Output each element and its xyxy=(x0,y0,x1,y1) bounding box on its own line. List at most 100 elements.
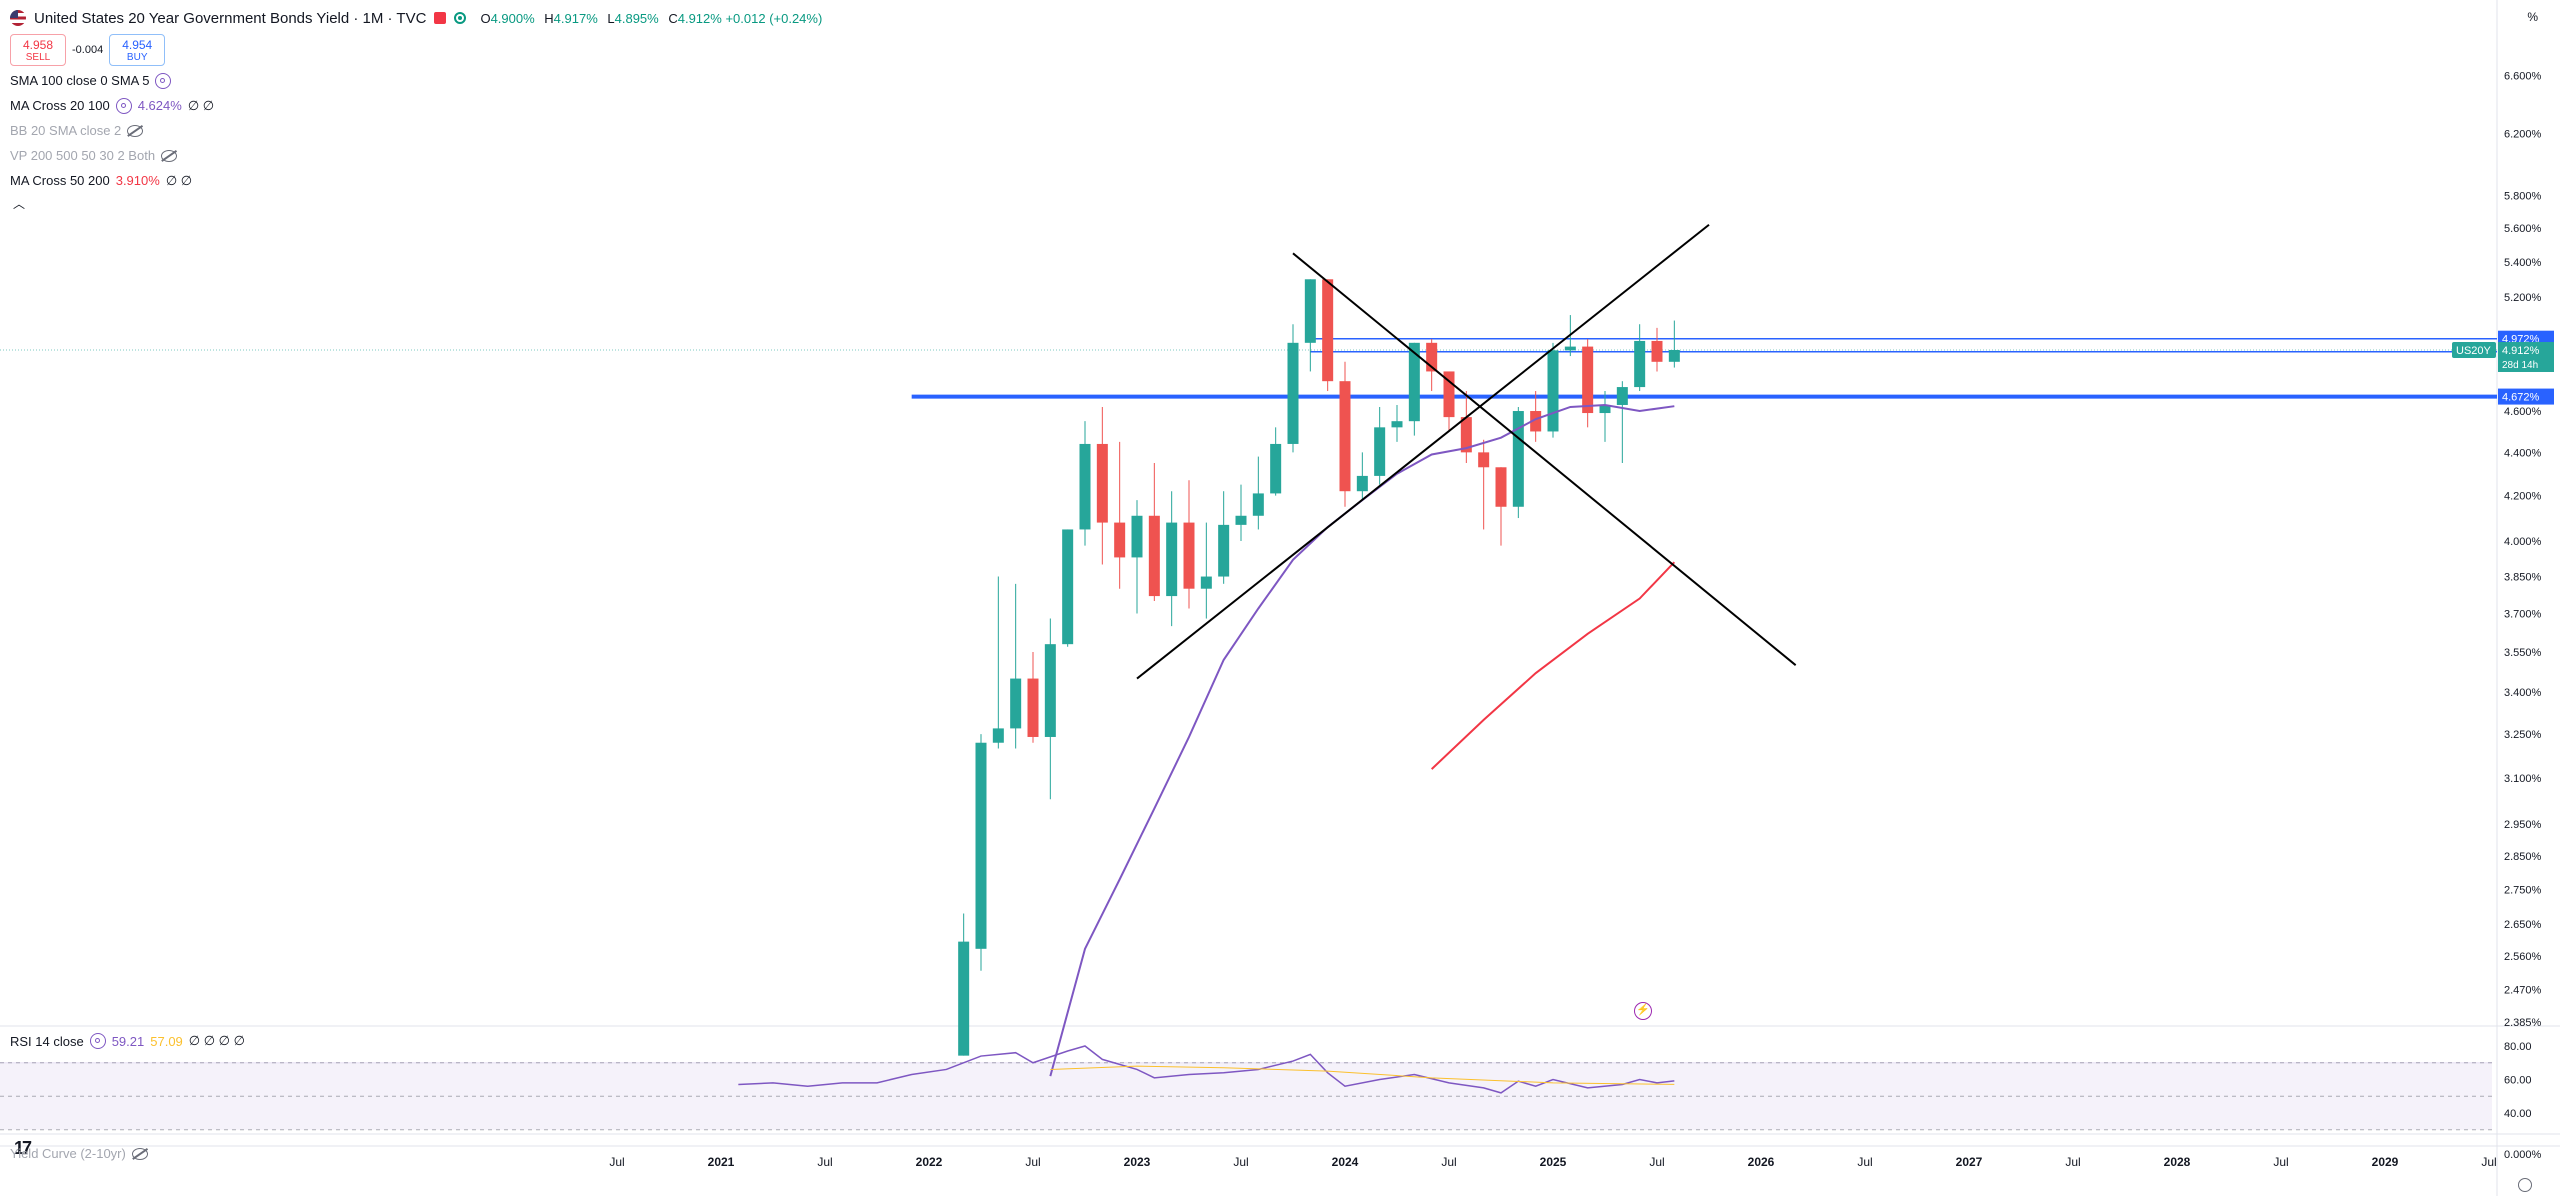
candle-body xyxy=(1668,349,1680,362)
indicator-row[interactable]: MA Cross 50 200 3.910% ∅ ∅ xyxy=(10,168,822,193)
indicator-label: MA Cross 50 200 xyxy=(10,173,110,188)
indicator-value: 4.624% xyxy=(137,98,182,113)
buy-price: 4.954 xyxy=(122,37,153,52)
market-status-icon[interactable] xyxy=(454,12,467,24)
eye-hidden-icon[interactable] xyxy=(127,124,144,137)
candle-body xyxy=(1460,417,1472,453)
candle-body xyxy=(992,728,1004,743)
symbol-title[interactable]: United States 20 Year Government Bonds Y… xyxy=(34,9,427,27)
symbol-tag xyxy=(2452,341,2496,358)
buy-button[interactable]: 4.954 BUY xyxy=(109,34,166,66)
indicator-label: MA Cross 20 100 xyxy=(10,98,110,113)
close-value: 4.912% xyxy=(677,10,722,26)
yield-curve-label[interactable]: Yield Curve (2-10yr) xyxy=(10,1146,126,1161)
last-price-label: 4.912% xyxy=(2502,345,2540,357)
settings-circle-icon[interactable] xyxy=(155,72,172,89)
x-tick-label: Jul xyxy=(817,1155,832,1169)
candle-body xyxy=(1512,411,1524,507)
gear-icon[interactable] xyxy=(2518,1178,2532,1192)
level-tag-label: 4.672% xyxy=(2502,392,2540,404)
y-tick-label: 2.385% xyxy=(2504,1017,2542,1029)
x-tick-label: 2024 xyxy=(1332,1155,1359,1169)
lightning-event-icon[interactable]: ⚡ xyxy=(1634,1002,1652,1020)
y-tick-label: 3.250% xyxy=(2504,729,2542,741)
rsi-legend: RSI 14 close 59.21 57.09 ∅ ∅ ∅ ∅ xyxy=(10,1033,245,1049)
y-tick-label: 4.200% xyxy=(2504,491,2542,503)
trend-line xyxy=(1136,223,1710,680)
ohlc-values: O4.900% H4.917% L4.895% C4.912% +0.012 (… xyxy=(474,11,822,26)
rsi-band xyxy=(0,1062,2492,1130)
candle-body xyxy=(1287,342,1299,444)
candle-body xyxy=(1443,371,1455,418)
rsi-pane xyxy=(0,1045,2492,1131)
candle-body xyxy=(1218,524,1230,577)
candle-body xyxy=(1079,443,1091,530)
candle-body xyxy=(1339,381,1351,492)
rsi-label[interactable]: RSI 14 close xyxy=(10,1033,84,1049)
y-tick-label: 4.400% xyxy=(2504,447,2542,459)
candle-body xyxy=(1183,522,1195,589)
x-tick-label: Jul xyxy=(1441,1155,1456,1169)
x-tick-label: 2021 xyxy=(708,1155,735,1169)
indicator-row[interactable]: SMA 100 close 0 SMA 5 xyxy=(10,68,822,93)
buy-label: BUY xyxy=(126,51,148,63)
y-tick-label: 4.000% xyxy=(2504,536,2542,548)
trend-lines[interactable] xyxy=(1136,223,1797,680)
y-tick-label: 3.400% xyxy=(2504,687,2542,699)
open-value: 4.900% xyxy=(490,10,535,26)
y-tick-label: 4.600% xyxy=(2504,406,2542,418)
candle-body xyxy=(1530,411,1542,432)
indicator-label: BB 20 SMA close 2 xyxy=(10,123,122,138)
candle-body xyxy=(958,941,970,1056)
candle-body xyxy=(1582,346,1594,414)
indicator-label: VP 200 500 50 30 2 Both xyxy=(10,148,156,163)
x-tick-label: Jul xyxy=(1233,1155,1248,1169)
eye-hidden-icon[interactable] xyxy=(131,1147,148,1160)
x-tick-label: Jul xyxy=(2065,1155,2080,1169)
candle-body xyxy=(1304,279,1316,343)
candles-layer xyxy=(958,279,1680,1056)
candle-body xyxy=(1564,346,1576,351)
y-tick-label: 2.850% xyxy=(2504,851,2542,863)
collapse-legend-button[interactable]: ︿ xyxy=(10,193,822,213)
candle-body xyxy=(1374,427,1386,476)
axis-layer: 6.600% 6.200% 5.800% 5.600% 5.400% 5.200% 4.60… xyxy=(609,70,2541,1169)
low-key: L xyxy=(607,10,615,26)
tradingview-logo[interactable]: 17 xyxy=(14,1138,32,1158)
moving-averages xyxy=(1049,403,1676,1077)
sell-button[interactable]: 4.958 SELL xyxy=(10,34,66,66)
chevron-up-icon: ︿ xyxy=(12,197,25,211)
change-value: +0.012 (+0.24%) xyxy=(725,10,823,26)
trade-buttons: 4.958 SELL -0.004 4.954 BUY xyxy=(10,34,822,66)
candle-body xyxy=(1322,279,1334,382)
indicator-row[interactable]: BB 20 SMA close 2 xyxy=(10,118,822,143)
y-tick-label: 5.200% xyxy=(2504,292,2542,304)
chart-legend: United States 20 Year Government Bonds Y… xyxy=(10,6,822,213)
indicator-extra: ∅ ∅ xyxy=(165,172,193,188)
x-tick-label: Jul xyxy=(1025,1155,1040,1169)
y-tick-label: 2.750% xyxy=(2504,884,2542,896)
yield-curve-legend: Yield Curve (2-10yr) xyxy=(10,1146,148,1161)
indicator-row[interactable]: VP 200 500 50 30 2 Both xyxy=(10,143,822,168)
rsi-line xyxy=(738,1045,1675,1094)
indicator-row[interactable]: MA Cross 20 100 4.624% ∅ ∅ xyxy=(10,93,822,118)
settings-circle-icon[interactable] xyxy=(89,1033,106,1049)
eye-hidden-icon[interactable] xyxy=(161,149,178,162)
unit-label[interactable]: % xyxy=(2527,10,2538,24)
settings-circle-icon[interactable] xyxy=(115,97,132,114)
x-tick-label: 2027 xyxy=(1956,1155,1983,1169)
candle-body xyxy=(1547,350,1559,432)
candle-body xyxy=(1651,340,1663,362)
candle-body xyxy=(1634,340,1646,388)
candle-body xyxy=(1166,522,1178,597)
x-tick-label: Jul xyxy=(609,1155,624,1169)
rsi-tick-label: 40.00 xyxy=(2504,1108,2532,1120)
level-tag xyxy=(2498,388,2554,405)
ma20-line xyxy=(1049,403,1675,1077)
high-value: 4.917% xyxy=(553,10,598,26)
flag-marker-icon[interactable] xyxy=(434,12,447,24)
us-flag-icon xyxy=(10,10,26,26)
y-tick-label: 2.650% xyxy=(2504,919,2542,931)
